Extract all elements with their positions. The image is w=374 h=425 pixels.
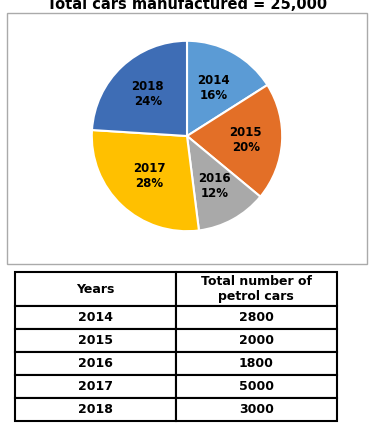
Text: 2014
16%: 2014 16% <box>197 74 230 102</box>
Text: 2016
12%: 2016 12% <box>198 172 231 200</box>
Wedge shape <box>187 136 260 230</box>
Wedge shape <box>92 41 187 136</box>
Wedge shape <box>187 85 282 197</box>
Text: 2015
20%: 2015 20% <box>230 126 262 154</box>
Wedge shape <box>92 130 199 231</box>
Title: Total cars manufactured = 25,000: Total cars manufactured = 25,000 <box>47 0 327 11</box>
Text: 2017
28%: 2017 28% <box>133 162 165 190</box>
Wedge shape <box>187 41 267 136</box>
Text: 2018
24%: 2018 24% <box>132 80 164 108</box>
